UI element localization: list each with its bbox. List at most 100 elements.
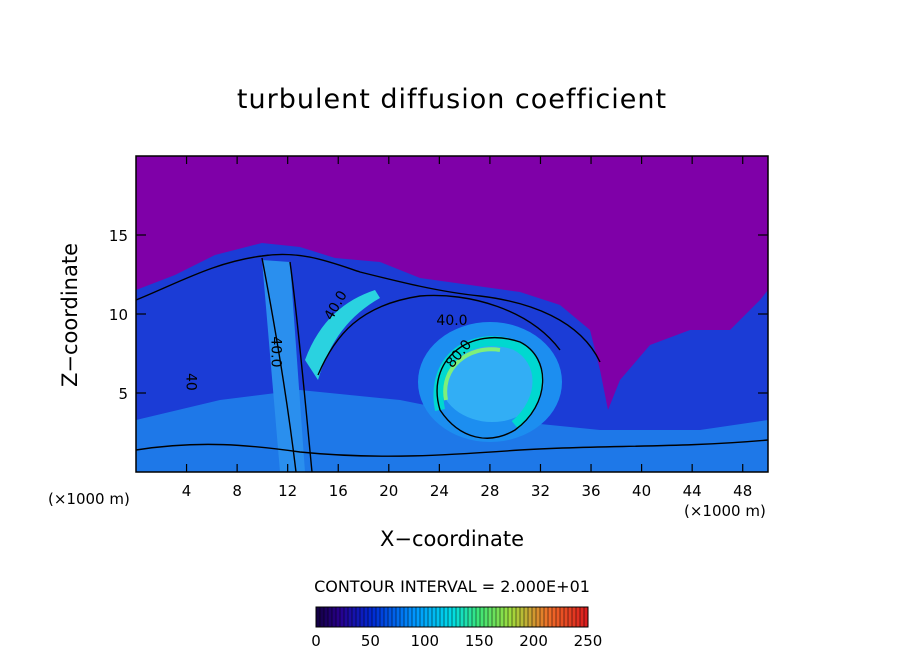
colorbar-segment <box>484 607 489 627</box>
colorbar-segment <box>368 607 373 627</box>
x-tick-label: 28 <box>480 482 499 500</box>
colorbar-segment <box>356 607 361 627</box>
colorbar-segment <box>520 607 525 627</box>
colorbar-tick-label: 250 <box>574 632 603 650</box>
colorbar-segment <box>336 607 341 627</box>
colorbar-segment <box>460 607 465 627</box>
colorbar-frame <box>315 606 589 628</box>
colorbar-segment <box>344 607 349 627</box>
vortex-peak-band <box>443 347 501 401</box>
colorbar-segment <box>580 607 585 627</box>
x-tick-label: 24 <box>430 482 449 500</box>
contour-line <box>436 337 544 439</box>
colorbar-tick-label: 150 <box>465 632 494 650</box>
colorbar-segment <box>364 607 369 627</box>
colorbar-segment <box>508 607 513 627</box>
contour-line <box>136 253 601 363</box>
colorbar-segment <box>400 607 405 627</box>
colorbar-segment <box>348 607 353 627</box>
colorbar-segment <box>452 607 457 627</box>
contour-label: 40 <box>183 373 199 391</box>
x-axis-label: X−coordinate <box>380 527 524 551</box>
colorbar-segment <box>408 607 413 627</box>
colorbar-segment <box>552 607 557 627</box>
x-tick-label: 8 <box>232 482 242 500</box>
colorbar-segment <box>528 607 533 627</box>
colorbar-segment <box>544 607 549 627</box>
colorbar-segment <box>340 607 345 627</box>
colorbar-segment <box>488 607 493 627</box>
colorbar-tick-label: 200 <box>519 632 548 650</box>
colorbar-segment <box>500 607 505 627</box>
colorbar-segment <box>464 607 469 627</box>
x-tick-label: 40 <box>632 482 651 500</box>
plume-arm <box>305 290 380 380</box>
contour-label: 40.0 <box>436 313 467 329</box>
vortex-high-band <box>433 336 543 429</box>
colorbar-segment <box>420 607 425 627</box>
colorbar-segment <box>576 607 581 627</box>
colorbar-segment <box>328 607 333 627</box>
x-tick-label: 44 <box>683 482 702 500</box>
contour-line <box>136 439 768 457</box>
colorbar-segment <box>568 607 573 627</box>
contour-interval-label: CONTOUR INTERVAL = 2.000E+01 <box>314 577 590 596</box>
x-tick-label: 12 <box>278 482 297 500</box>
colorbar-segment <box>324 607 329 627</box>
colorbar-segment <box>436 607 441 627</box>
colorbar-segment <box>556 607 561 627</box>
x-tick-label: 20 <box>379 482 398 500</box>
colorbar-segment <box>496 607 501 627</box>
contour-line <box>289 261 313 472</box>
colorbar-segment <box>416 607 421 627</box>
x-tick-label: 48 <box>733 482 752 500</box>
colorbar-tick-label: 100 <box>410 632 439 650</box>
colorbar-segment <box>504 607 509 627</box>
x-tick-label: 4 <box>182 482 192 500</box>
x-tick-label: 36 <box>581 482 600 500</box>
colorbar-segment <box>360 607 365 627</box>
colorbar-tick-label: 50 <box>361 632 380 650</box>
colorbar-segment <box>456 607 461 627</box>
colorbar-segment <box>352 607 357 627</box>
x-unit-label-right: (×1000 m) <box>684 502 766 520</box>
colorbar-segment <box>404 607 409 627</box>
colorbar-segment <box>564 607 569 627</box>
colorbar-segment <box>540 607 545 627</box>
colorbar-segment <box>472 607 477 627</box>
y-tick-label: 15 <box>109 227 128 245</box>
colorbar-segment <box>584 607 589 627</box>
colorbar-segment <box>428 607 433 627</box>
contour-line <box>317 294 561 376</box>
colorbar-segment <box>560 607 565 627</box>
colorbar-segment <box>448 607 453 627</box>
contour-label: 40.0 <box>267 336 283 367</box>
colorbar-segment <box>548 607 553 627</box>
colorbar-segment <box>332 607 337 627</box>
y-axis-label: Z−coordinate <box>58 243 82 387</box>
colorbar-segment <box>320 607 325 627</box>
colorbar-segment <box>376 607 381 627</box>
colorbar-segment <box>468 607 473 627</box>
heatmap-field <box>136 156 768 472</box>
colorbar-segment <box>380 607 385 627</box>
colorbar-segment <box>424 607 429 627</box>
colorbar-segment <box>512 607 517 627</box>
colorbar-segment <box>412 607 417 627</box>
x-tick-label: 32 <box>531 482 550 500</box>
contour-line <box>261 257 297 472</box>
colorbar-tick-label: 0 <box>311 632 321 650</box>
colorbar-segment <box>572 607 577 627</box>
colorbar-segment <box>536 607 541 627</box>
y-tick-label: 5 <box>118 385 128 403</box>
colorbar-segment <box>524 607 529 627</box>
colorbar-segment <box>444 607 449 627</box>
colorbar-segment <box>372 607 377 627</box>
chart-title: turbulent diffusion coefficient <box>236 84 668 115</box>
y-tick-label: 10 <box>109 306 128 324</box>
colorbar-segment <box>388 607 393 627</box>
colorbar-segment <box>392 607 397 627</box>
colorbar-segment <box>440 607 445 627</box>
x-unit-label-left: (×1000 m) <box>48 490 130 508</box>
